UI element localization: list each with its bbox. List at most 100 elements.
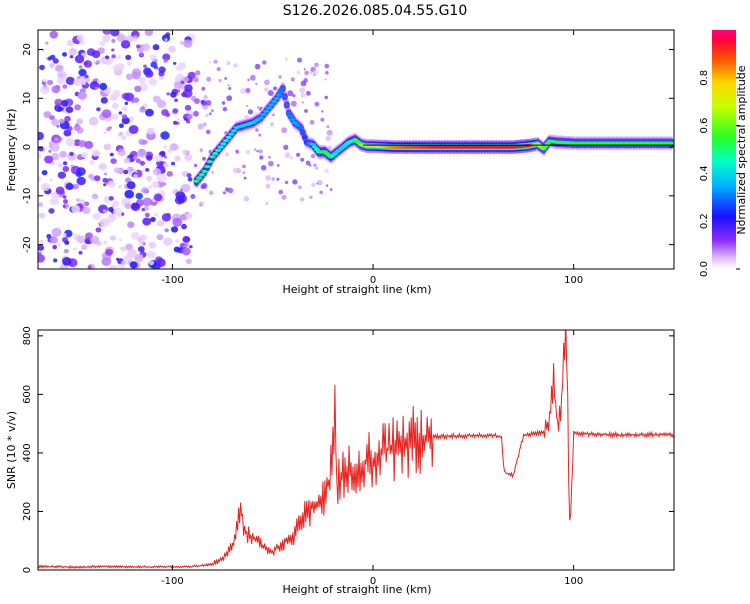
noise-blob bbox=[58, 118, 65, 124]
noise-blob bbox=[265, 175, 271, 181]
noise-blob bbox=[99, 82, 108, 91]
noise-blob bbox=[120, 260, 127, 266]
noise-blob bbox=[264, 87, 269, 92]
noise-blob bbox=[78, 65, 83, 69]
noise-blob bbox=[226, 61, 231, 66]
ridge-mark bbox=[217, 145, 224, 149]
noise-blob bbox=[245, 87, 251, 94]
noise-blob bbox=[103, 131, 107, 135]
noise-blob bbox=[84, 74, 89, 79]
noise-blob bbox=[179, 40, 184, 45]
noise-blob bbox=[281, 127, 288, 134]
y-tick-label: 0 bbox=[22, 567, 33, 573]
noise-blob bbox=[162, 53, 171, 61]
noise-blob bbox=[127, 248, 137, 258]
noise-blob bbox=[112, 89, 121, 98]
noise-blob bbox=[103, 56, 114, 66]
noise-blob bbox=[197, 123, 204, 130]
noise-blob bbox=[224, 77, 228, 80]
noise-blob bbox=[278, 75, 282, 79]
noise-blob bbox=[305, 160, 311, 166]
noise-blob bbox=[187, 71, 196, 79]
noise-blob bbox=[63, 199, 68, 204]
spectrogram-xlabel: Height of straight line (km) bbox=[282, 283, 431, 296]
noise-blob bbox=[49, 115, 55, 121]
noise-blob bbox=[102, 34, 111, 43]
snr-line bbox=[38, 330, 674, 570]
snr-panel: -100 0 100 0 200 400 600 800 Height of straight… bbox=[5, 326, 675, 596]
noise-blob bbox=[160, 131, 170, 140]
noise-blob bbox=[313, 163, 317, 167]
colorbar-gradient bbox=[712, 30, 736, 269]
noise-blob bbox=[146, 127, 155, 135]
noise-blob bbox=[47, 56, 52, 61]
noise-blob bbox=[62, 257, 72, 266]
noise-blob bbox=[285, 58, 288, 61]
noise-blob bbox=[128, 125, 139, 134]
noise-blob bbox=[170, 161, 176, 166]
noise-blob bbox=[57, 107, 62, 111]
noise-blob bbox=[38, 244, 45, 251]
noise-blob bbox=[121, 135, 127, 140]
noise-blob bbox=[303, 68, 306, 71]
noise-blob bbox=[53, 258, 58, 263]
noise-blob bbox=[171, 190, 176, 194]
noise-blob bbox=[88, 173, 94, 179]
ridge-mark bbox=[265, 106, 272, 110]
noise-blob bbox=[69, 55, 74, 59]
noise-blob bbox=[129, 261, 138, 269]
noise-blob bbox=[153, 193, 163, 202]
noise-blob bbox=[260, 165, 267, 171]
noise-blob bbox=[148, 78, 157, 86]
noise-blob bbox=[142, 217, 152, 226]
noise-blob bbox=[77, 91, 87, 100]
noise-blob bbox=[64, 115, 71, 122]
noise-blob bbox=[186, 119, 191, 124]
noise-blob bbox=[145, 108, 154, 117]
noise-blob bbox=[166, 92, 170, 96]
noise-blob bbox=[123, 169, 129, 175]
noise-blob bbox=[88, 116, 99, 126]
noise-blob bbox=[247, 109, 253, 115]
noise-blob bbox=[137, 246, 145, 253]
noise-blob bbox=[74, 54, 85, 64]
noise-blob bbox=[119, 238, 123, 242]
noise-blob bbox=[87, 265, 92, 269]
noise-blob bbox=[109, 152, 114, 157]
noise-blob bbox=[157, 99, 166, 109]
noise-blob bbox=[141, 187, 149, 194]
noise-blob bbox=[108, 207, 114, 212]
noise-blob bbox=[249, 74, 256, 81]
noise-blob bbox=[216, 67, 221, 72]
noise-blob bbox=[163, 237, 173, 246]
noise-blob bbox=[142, 103, 148, 108]
noise-blob bbox=[151, 181, 160, 189]
noise-blob bbox=[101, 109, 112, 119]
noise-blob bbox=[290, 156, 293, 160]
noise-blob bbox=[208, 112, 212, 116]
noise-blob bbox=[38, 202, 44, 207]
noise-blob bbox=[51, 227, 62, 237]
ridge-mark bbox=[230, 129, 237, 133]
x-tick-label: 0 bbox=[370, 275, 376, 286]
noise-blob bbox=[126, 181, 136, 190]
noise-blob bbox=[163, 59, 168, 63]
noise-blob bbox=[184, 153, 193, 161]
noise-blob bbox=[123, 157, 131, 164]
noise-blob bbox=[118, 111, 123, 115]
noise-blob bbox=[122, 106, 128, 112]
colorbar-ticks: 0.0 0.2 0.4 0.6 0.8 bbox=[699, 70, 740, 277]
noise-blob bbox=[125, 243, 133, 251]
noise-blob bbox=[121, 114, 128, 120]
noise-blob bbox=[93, 175, 101, 182]
noise-blob bbox=[134, 85, 142, 93]
spectrogram-frame bbox=[37, 29, 675, 270]
noise-blob bbox=[170, 226, 179, 233]
ridge-mark bbox=[260, 112, 267, 117]
noise-blob bbox=[324, 78, 327, 81]
noise-blob bbox=[102, 30, 112, 35]
noise-blob bbox=[242, 171, 246, 175]
noise-blob bbox=[159, 150, 166, 156]
noise-blob bbox=[56, 242, 62, 247]
